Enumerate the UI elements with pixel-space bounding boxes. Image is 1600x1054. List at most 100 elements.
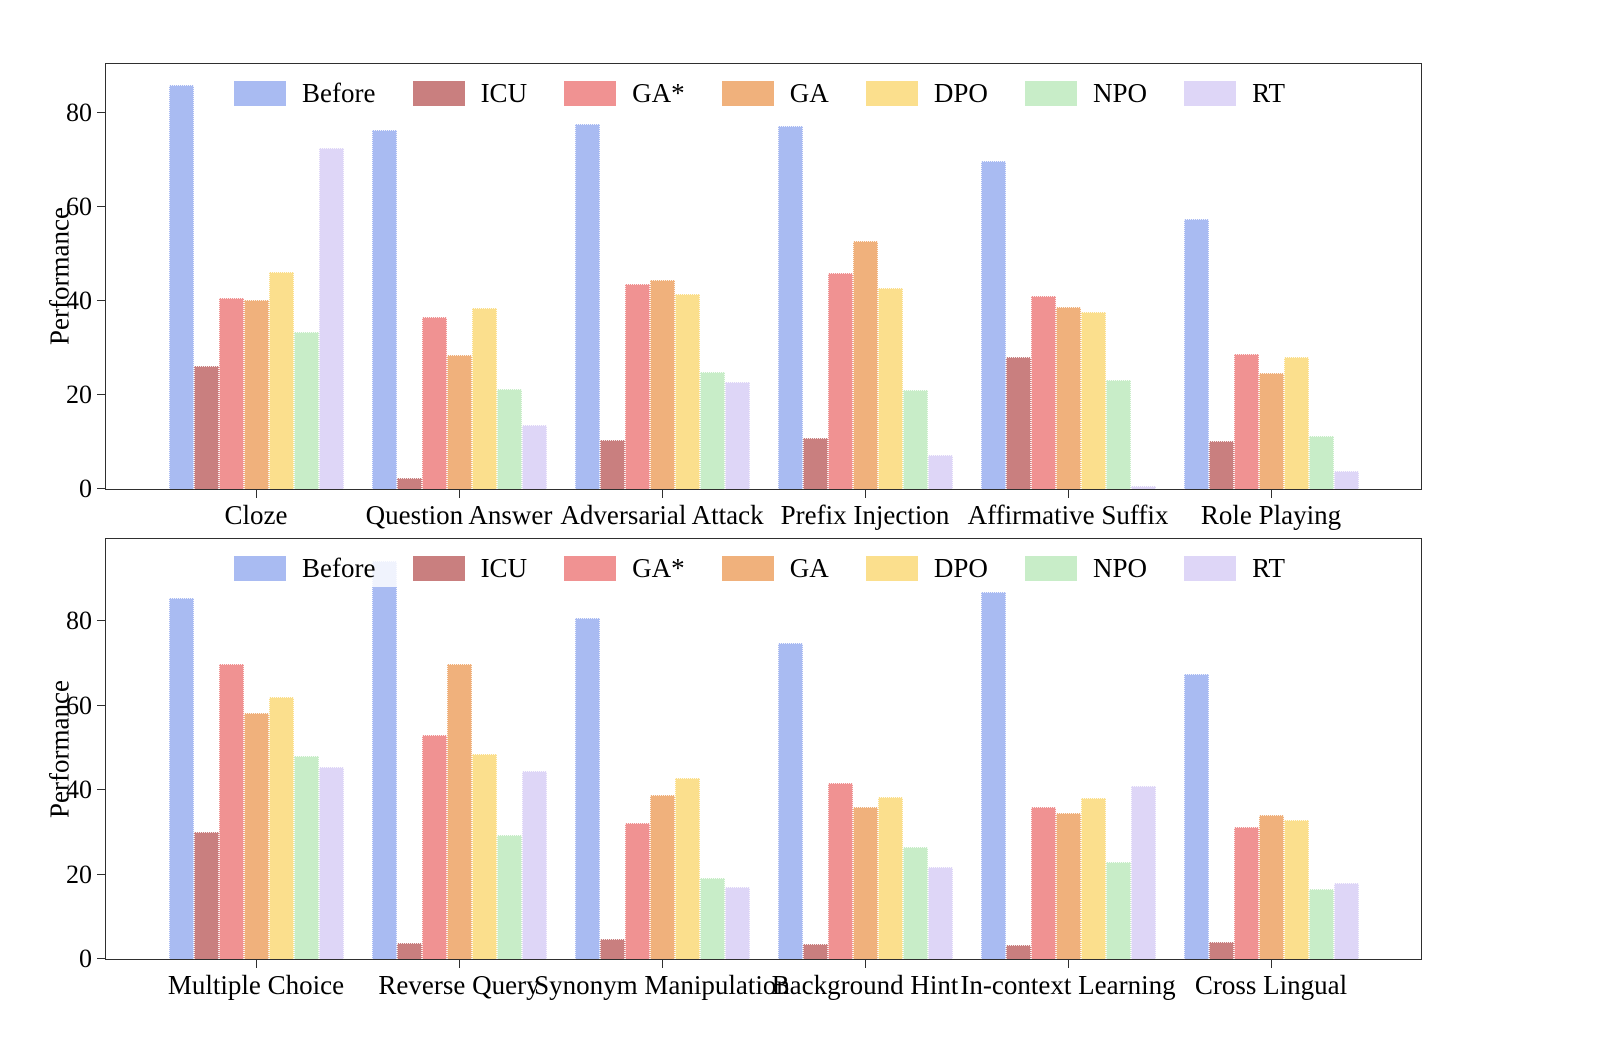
bar-ga (243, 299, 269, 489)
x-tick-label: Adversarial Attack (560, 500, 764, 530)
legend-swatch (234, 81, 286, 106)
y-tick-label: 80 (66, 98, 92, 128)
legend-swatch (412, 556, 465, 581)
legend-swatch (234, 556, 286, 581)
x-tick-mark (1068, 959, 1069, 968)
x-tick-label: Background Hint (771, 970, 959, 1000)
bar-rt (318, 767, 344, 959)
bar-dpo (471, 753, 497, 959)
bar-before (980, 591, 1006, 959)
x-tick-mark (662, 489, 663, 498)
bar-dpo (268, 697, 294, 959)
legend-item: NPO (1024, 80, 1147, 107)
y-tick-mark (97, 300, 106, 302)
x-tick-label: Prefix Injection (780, 500, 950, 530)
legend-label: GA (789, 78, 829, 108)
bar-gastar (624, 284, 650, 489)
legend-label: GA* (632, 553, 685, 583)
y-tick-label: 80 (66, 606, 92, 636)
x-tick-label: Synonym Manipulation (534, 970, 790, 1000)
bar-ga (649, 795, 675, 959)
legend-label: GA* (632, 78, 685, 108)
bar-npo (902, 847, 928, 959)
bar-gastar (1233, 353, 1259, 489)
legend-label: RT (1252, 553, 1285, 583)
legend-item: ICU (412, 553, 528, 583)
bar-rt (927, 867, 953, 959)
legend-label: GA (789, 553, 829, 583)
bar-icu (193, 831, 219, 959)
y-axis-label: Performance (45, 207, 76, 345)
legend-item: GA (721, 78, 829, 108)
legend-item: GA* (564, 80, 685, 107)
bar-before (574, 123, 600, 489)
bar-gastar (218, 663, 244, 959)
legend-label: NPO (1092, 553, 1147, 583)
bar-before (371, 560, 397, 959)
x-tick-mark (256, 489, 257, 498)
y-tick-label: 20 (66, 859, 92, 889)
bar-rt (724, 886, 750, 959)
y-tick-mark (97, 206, 106, 208)
legend-label: Before (302, 78, 376, 108)
y-tick-label: 60 (66, 192, 92, 222)
bar-rt (1333, 470, 1359, 489)
bar-npo (293, 755, 319, 959)
bar-npo (699, 878, 725, 959)
bar-rt (724, 381, 750, 489)
legend-swatch (1184, 81, 1237, 106)
bar-npo (699, 371, 725, 489)
y-tick-label: 0 (79, 474, 92, 503)
legend-swatch (865, 81, 918, 106)
x-tick-label: Reverse Query (378, 970, 540, 1000)
legend-label: Before (302, 553, 376, 583)
x-tick-label: Cloze (224, 500, 288, 530)
bar-gastar (421, 317, 447, 489)
bar-rt (1130, 485, 1156, 489)
bar-gastar (421, 734, 447, 959)
legend-swatch (721, 81, 774, 106)
legend: Before ICU GA* GA DPO NPO RT (226, 550, 1293, 587)
bar-ga (1055, 812, 1081, 959)
legend-item: NPO (1024, 553, 1147, 583)
x-tick-label: In-context Learning (960, 970, 1176, 1000)
y-tick-mark (97, 873, 106, 875)
bar-gastar (1233, 826, 1259, 959)
bar-dpo (674, 778, 700, 959)
legend-item: Before (234, 80, 375, 107)
bar-icu (1005, 945, 1031, 959)
bar-dpo (471, 308, 497, 489)
legend-swatch (564, 556, 617, 581)
legend: Before ICU GA* GA DPO NPO RT (226, 75, 1293, 112)
bar-ga (1258, 373, 1284, 489)
bar-ga (243, 712, 269, 959)
bar-before (980, 161, 1006, 489)
plot-area-bottom: 0 20 40 60 80 Multiple Choice Reverse Query Syn… (66, 538, 1422, 1000)
bar-icu (802, 438, 828, 489)
legend-swatch (1024, 556, 1077, 581)
legend-item: DPO (865, 80, 988, 107)
legend-label: DPO (933, 553, 988, 583)
x-tick-mark (865, 959, 866, 968)
legend-item: GA* (564, 555, 685, 582)
bar-ga (446, 355, 472, 489)
y-tick-label: 20 (66, 380, 92, 410)
y-tick-mark (97, 704, 106, 706)
y-tick-label: 40 (66, 286, 92, 316)
bar-ga (1055, 306, 1081, 489)
bar-npo (902, 390, 928, 489)
legend-item: DPO (865, 553, 988, 583)
legend-swatch (721, 556, 774, 581)
bar-gastar (827, 272, 853, 489)
bar-npo (1105, 862, 1131, 959)
legend-label: ICU (480, 553, 528, 583)
bar-before (777, 125, 803, 489)
bar-rt (521, 771, 547, 959)
x-tick-mark (865, 489, 866, 498)
x-tick-mark (662, 959, 663, 968)
bar-rt (1130, 785, 1156, 959)
legend-label: RT (1252, 78, 1285, 108)
bar-dpo (1283, 819, 1309, 959)
x-tick-label: Affirmative Suffix (967, 500, 1169, 530)
y-tick-mark (97, 488, 106, 489)
